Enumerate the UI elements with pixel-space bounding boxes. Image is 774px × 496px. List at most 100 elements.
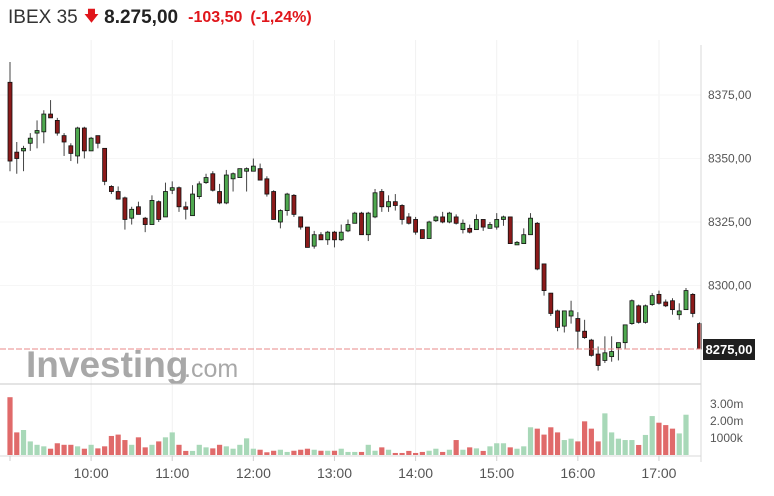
candle bbox=[75, 126, 80, 164]
volume-bar bbox=[609, 432, 615, 455]
candle-body bbox=[338, 231, 344, 241]
candle bbox=[277, 209, 283, 229]
volume-bar bbox=[14, 432, 20, 455]
candle-body bbox=[534, 222, 540, 270]
volume-bar bbox=[649, 416, 655, 455]
candle bbox=[54, 117, 60, 136]
candle bbox=[453, 214, 459, 225]
candle bbox=[555, 309, 560, 332]
volume-bar bbox=[588, 428, 594, 455]
candle bbox=[257, 163, 263, 181]
time-tick-label: 15:00 bbox=[479, 465, 514, 481]
candle-body bbox=[34, 130, 40, 134]
candle bbox=[325, 230, 331, 245]
volume-bar bbox=[7, 397, 13, 455]
volume-bar bbox=[568, 438, 574, 455]
volume-bar bbox=[196, 444, 202, 455]
volume-bar bbox=[183, 450, 189, 455]
quote-header: IBEX 35 🡇 8.275,00 -103,50 (-1,24%) bbox=[8, 5, 320, 31]
candle bbox=[271, 190, 277, 220]
volume-bar bbox=[487, 446, 493, 455]
candle-body bbox=[264, 178, 270, 195]
candle bbox=[690, 293, 696, 318]
volume-bar bbox=[68, 444, 74, 455]
volume-bar bbox=[433, 448, 439, 455]
volume-bar bbox=[75, 446, 81, 455]
volume-bar bbox=[298, 449, 304, 455]
candle-body bbox=[277, 210, 283, 223]
candle-body bbox=[102, 147, 108, 182]
volume-bar bbox=[27, 441, 33, 455]
time-tick-label: 17:00 bbox=[641, 465, 676, 481]
candle bbox=[487, 222, 493, 229]
candle-body bbox=[548, 292, 554, 314]
candle-body bbox=[142, 217, 148, 225]
candle bbox=[230, 172, 236, 192]
candle-body bbox=[440, 216, 446, 223]
candle-body bbox=[359, 212, 364, 236]
candle-body bbox=[582, 330, 587, 338]
volume-bar bbox=[345, 451, 351, 455]
candle bbox=[291, 194, 297, 217]
volume-bar bbox=[460, 449, 466, 455]
volume-bar bbox=[494, 443, 500, 455]
candle bbox=[602, 336, 608, 363]
candle-body bbox=[196, 183, 202, 197]
candle bbox=[142, 216, 148, 233]
price-change-percent: (-1,24%) bbox=[250, 9, 312, 26]
volume-bar bbox=[54, 443, 60, 455]
volume-bar bbox=[162, 437, 169, 455]
candle-body bbox=[480, 219, 486, 228]
candle-body bbox=[663, 301, 669, 307]
candle bbox=[81, 126, 87, 159]
time-tick-label: 10:00 bbox=[74, 465, 109, 481]
candle-body bbox=[352, 212, 358, 224]
volume-bar bbox=[453, 440, 459, 455]
volume-bar bbox=[507, 447, 513, 455]
candle bbox=[338, 224, 344, 242]
volume-bar bbox=[473, 448, 480, 455]
last-price-label: 8275,00 bbox=[706, 342, 753, 357]
candle bbox=[426, 220, 432, 239]
volume-bar bbox=[521, 446, 527, 455]
candle bbox=[467, 224, 473, 234]
candle bbox=[379, 188, 385, 212]
candle bbox=[433, 215, 439, 222]
volume-bar bbox=[413, 452, 419, 455]
time-tick-label: 11:00 bbox=[155, 465, 189, 481]
candle bbox=[169, 181, 175, 195]
candle-body bbox=[183, 206, 189, 210]
candle-body bbox=[487, 224, 493, 229]
candle bbox=[122, 196, 128, 230]
volume-bar bbox=[676, 433, 682, 455]
candle bbox=[217, 183, 222, 205]
volume-bar bbox=[426, 450, 432, 455]
candle bbox=[588, 338, 594, 357]
price-tick-label: 8350,00 bbox=[708, 152, 752, 166]
candle-body bbox=[223, 174, 229, 204]
candle-body bbox=[507, 216, 513, 244]
candle-body bbox=[474, 219, 479, 231]
candle bbox=[237, 168, 243, 178]
candle-body bbox=[257, 168, 263, 181]
watermark-suffix: .com bbox=[184, 355, 238, 383]
candle bbox=[372, 188, 378, 219]
candle-body bbox=[433, 216, 439, 222]
volume-bar bbox=[642, 434, 649, 455]
candle-body bbox=[250, 165, 256, 172]
volume-bar bbox=[365, 444, 371, 455]
time-tick-label: 14:00 bbox=[398, 465, 433, 481]
candle-body bbox=[656, 293, 662, 304]
candle-body bbox=[636, 305, 642, 323]
volume-bar bbox=[203, 447, 209, 455]
candle bbox=[480, 219, 486, 231]
candle bbox=[548, 292, 554, 316]
volume-bar bbox=[176, 444, 182, 455]
volume-bar bbox=[554, 432, 561, 455]
volume-bar bbox=[399, 452, 405, 455]
volume-bar bbox=[230, 448, 236, 455]
candle-body bbox=[81, 127, 87, 152]
candle bbox=[676, 303, 682, 320]
volume-tick-label: 2.00m bbox=[710, 414, 743, 428]
